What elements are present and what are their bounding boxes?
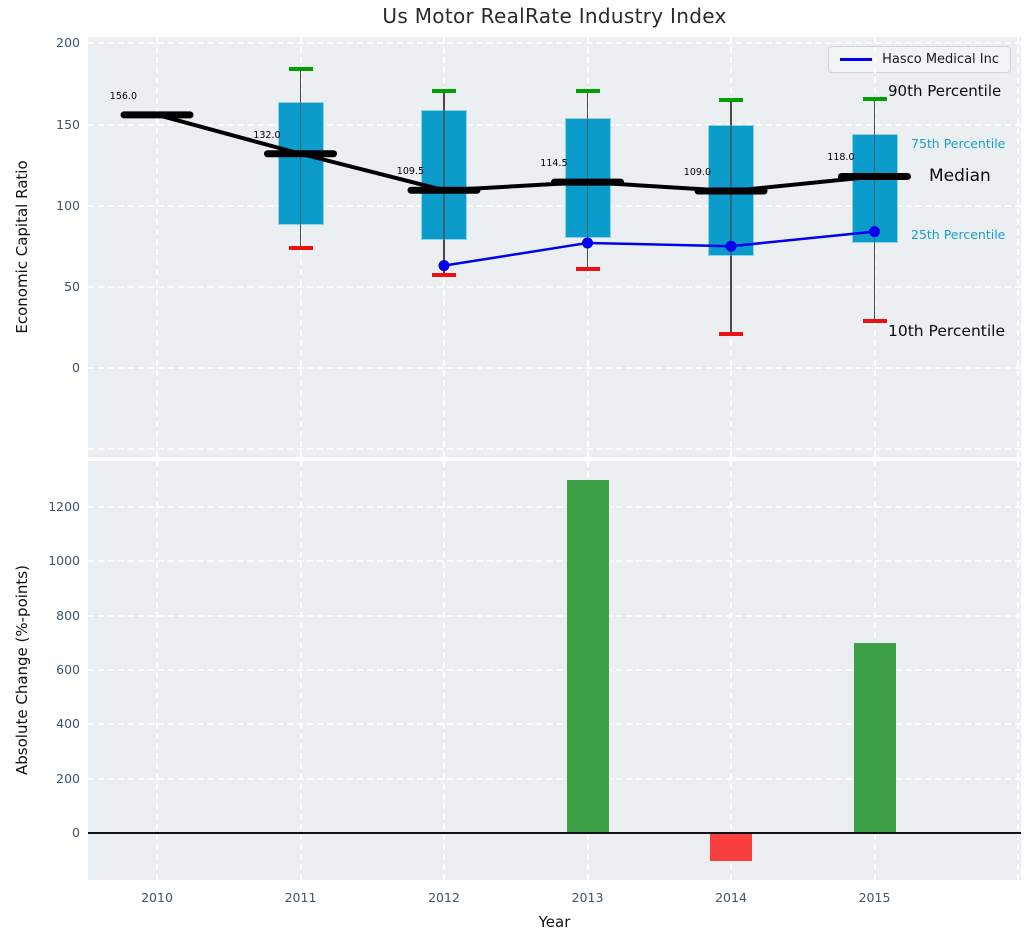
whisker-inner-2013	[586, 118, 589, 239]
cap-10th-2015	[862, 318, 887, 323]
legend: Hasco Medical Inc	[828, 46, 1011, 73]
change-bar-2015	[853, 642, 896, 834]
top-y-axis-label: Economic Capital Ratio	[13, 160, 31, 334]
x-tick-label: 2014	[715, 890, 747, 905]
gridline	[88, 204, 1021, 207]
median-value-label: 118.0	[827, 152, 855, 164]
cap-10th-2012	[432, 273, 456, 278]
whisker-inner-2014	[730, 124, 732, 256]
median-value-label: 156.0	[109, 90, 137, 102]
bottom-plot-area	[88, 461, 1021, 880]
median-line	[156, 112, 875, 194]
gridline	[443, 461, 445, 880]
cap-90th-2013	[575, 88, 600, 93]
bottom-y-tick-label: 200	[56, 770, 80, 786]
x-tick-label: 2013	[571, 890, 604, 905]
company-line	[443, 230, 875, 267]
annotation-75th-percentile: 75th Percentile	[911, 136, 1006, 151]
annotation-90th-percentile: 90th Percentile	[888, 82, 1002, 100]
gridline	[156, 37, 158, 457]
top-y-tick-label: 200	[56, 35, 80, 51]
legend-label: Hasco Medical Inc	[882, 52, 999, 67]
annotation-median: Median	[929, 166, 991, 186]
x-tick-label: 2015	[858, 890, 891, 905]
change-bar-2014	[710, 834, 752, 862]
x-tick-label: 2012	[428, 890, 460, 905]
median-value-label: 109.0	[683, 167, 711, 179]
gridline	[156, 461, 158, 880]
gridline	[1017, 461, 1019, 880]
gridline	[88, 123, 1021, 126]
gridline	[88, 42, 1021, 45]
annotation-25th-percentile: 25th Percentile	[911, 227, 1006, 242]
change-bar-2013	[566, 479, 609, 834]
whisker-inner-2015	[873, 134, 876, 243]
zero-line	[88, 832, 1021, 835]
cap-10th-2014	[719, 331, 743, 336]
x-tick-label: 2011	[284, 890, 317, 905]
gridline	[88, 560, 1021, 563]
median-value-label: 114.5	[540, 158, 568, 170]
bottom-y-tick-label: 0	[72, 825, 80, 841]
x-tick-label: 2010	[141, 890, 173, 905]
gridline	[88, 366, 1021, 369]
gridline	[88, 777, 1021, 780]
cap-90th-2014	[719, 98, 743, 103]
gridline	[88, 285, 1021, 288]
legend-line-swatch	[840, 58, 873, 61]
cap-90th-2012	[432, 88, 456, 93]
cap-10th-2011	[288, 245, 313, 250]
top-y-tick-label: 50	[64, 278, 80, 294]
whisker-inner-2011	[299, 101, 302, 226]
bottom-y-tick-label: 600	[56, 662, 80, 678]
cap-90th-2011	[288, 67, 313, 72]
gridline	[88, 614, 1021, 617]
median-value-label: 109.5	[396, 166, 424, 178]
top-plot-area: Hasco Medical Inc 156.0 132.0 109.5 114.5 10…	[88, 37, 1021, 457]
bottom-y-tick-label: 1000	[48, 553, 80, 569]
top-y-tick-label: 150	[56, 116, 80, 132]
whisker-inner-2012	[443, 109, 445, 240]
gridline	[88, 723, 1021, 726]
gridline	[1017, 37, 1019, 457]
gridline	[88, 447, 1021, 450]
annotation-10th-percentile: 10th Percentile	[888, 322, 1006, 340]
top-y-tick-label: 100	[56, 197, 80, 213]
gridline	[88, 669, 1021, 672]
bottom-y-tick-label: 800	[56, 607, 80, 623]
gridline	[299, 461, 302, 880]
x-axis-label: Year	[538, 913, 571, 931]
chart-title: Us Motor RealRate Industry Index	[382, 4, 727, 28]
bottom-y-tick-label: 400	[56, 716, 80, 732]
median-value-label: 132.0	[253, 129, 281, 141]
bottom-y-tick-label: 1200	[48, 498, 80, 514]
top-y-tick-label: 0	[72, 359, 80, 375]
cap-90th-2015	[862, 96, 887, 101]
gridline	[730, 461, 732, 880]
cap-10th-2013	[575, 266, 600, 271]
gridline	[88, 505, 1021, 508]
